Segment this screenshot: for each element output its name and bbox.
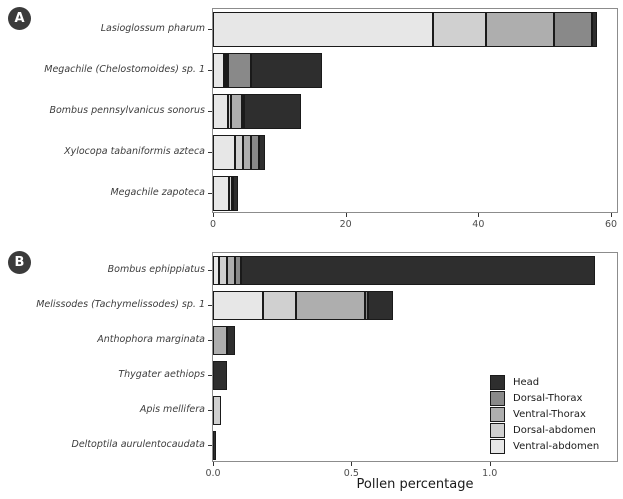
bar-segment-ventral-abdomen (213, 291, 263, 320)
y-tick-mark (208, 409, 212, 411)
bar-segment-dorsal-abdomen (227, 94, 231, 129)
x-axis-title: Pollen percentage (356, 477, 474, 492)
x-tick-label: 60 (604, 219, 618, 230)
bar-segment-ventral-abdomen (213, 94, 228, 129)
legend-label: Ventral-Thorax (513, 408, 586, 420)
category-label: Thygater aethiops (118, 368, 205, 380)
y-tick-mark (208, 444, 212, 446)
legend-label: Dorsal-Thorax (513, 392, 583, 404)
bar-segment-head (367, 291, 393, 320)
y-tick-mark (208, 110, 212, 112)
x-tick-mark (478, 213, 480, 217)
bar-segment-ventral-thorax (213, 326, 227, 355)
category-label: Xylocopa tabaniformis azteca (64, 145, 205, 157)
bar-segment-head (213, 361, 227, 390)
bar-segment-dorsal-thorax (365, 291, 368, 320)
y-tick-mark (208, 69, 212, 71)
bar-segment-head (213, 431, 217, 460)
y-tick-mark (208, 151, 212, 153)
category-label: Bombus pennsylvanicus sonorus (49, 104, 205, 116)
bar-segment-dorsal-thorax (250, 135, 259, 170)
bar-segment-dorsal-thorax (227, 53, 251, 88)
category-label: Megachile zapoteca (110, 186, 205, 198)
bar-segment-dorsal-abdomen (218, 256, 227, 285)
bar-segment-dorsal-thorax (235, 256, 241, 285)
x-tick-label: 40 (472, 219, 485, 230)
category-label: Melissodes (Tachymelissodes) sp. 1 (36, 298, 205, 310)
bar-segment-dorsal-abdomen (432, 12, 487, 47)
x-tick-mark (213, 462, 214, 466)
legend-item: Ventral-Thorax (490, 406, 599, 422)
bar-segment-ventral-abdomen (213, 53, 224, 88)
legend-swatch-dorsal-abdomen (490, 422, 505, 438)
bar-segment-dorsal-thorax (241, 94, 244, 129)
bar-segment-head (250, 53, 323, 88)
x-tick-mark (345, 213, 347, 217)
legend-label: Head (513, 376, 540, 388)
panel-b-badge: B (8, 251, 31, 274)
bar-segment-dorsal-abdomen (262, 291, 296, 320)
bar-segment-ventral-thorax (486, 12, 554, 47)
x-tick-label: 1.0 (482, 468, 498, 479)
category-label: Apis mellifera (139, 403, 205, 415)
panel-a-badge: A (8, 7, 31, 30)
legend-swatch-ventral-abdomen (490, 438, 505, 454)
bar-segment-head (232, 176, 238, 211)
bar-segment-head (243, 94, 301, 129)
bar-segment-head (226, 326, 236, 355)
legend-label: Dorsal-abdomen (513, 424, 596, 436)
bar-segment-ventral-abdomen (213, 256, 219, 285)
x-tick-label: 0 (209, 219, 217, 230)
x-tick-label: 0.0 (205, 468, 221, 479)
bar-segment-dorsal-thorax (553, 12, 592, 47)
bar-segment-ventral-abdomen (213, 12, 433, 47)
bar-segment-dorsal-abdomen (223, 53, 226, 88)
x-tick-mark (351, 462, 353, 466)
bar-segment-head (258, 135, 266, 170)
y-tick-mark (208, 304, 212, 306)
y-tick-mark (208, 269, 212, 271)
legend: Head Dorsal-Thorax Ventral-Thorax Dorsal-ab… (490, 374, 599, 454)
legend-item: Dorsal-Thorax (490, 390, 599, 406)
bar-segment-head (591, 12, 598, 47)
legend-swatch-head (490, 374, 505, 390)
legend-item: Head (490, 374, 599, 390)
bar-segment-ventral-thorax (242, 135, 251, 170)
bar-segment-ventral-thorax (296, 291, 366, 320)
bar-segment-ventral-thorax (230, 94, 242, 129)
legend-item: Ventral-abdomen (490, 438, 599, 454)
y-tick-mark (208, 192, 212, 194)
category-label: Deltoptila aurulentocaudata (71, 438, 206, 450)
bar-segment-ventral-abdomen (213, 176, 229, 211)
x-tick-label: 20 (339, 219, 352, 230)
category-label: Anthophora marginata (97, 333, 205, 345)
category-label: Lasioglossum pharum (100, 22, 205, 34)
x-tick-mark (213, 213, 214, 217)
legend-label: Ventral-abdomen (513, 440, 600, 452)
bar-segment-ventral-thorax (226, 256, 236, 285)
bar-segment-dorsal-abdomen (228, 176, 232, 211)
category-label: Bombus ephippiatus (107, 263, 205, 275)
bar-segment-ventral-abdomen (213, 135, 235, 170)
bar-segment-dorsal-abdomen (213, 396, 222, 425)
x-tick-mark (611, 213, 613, 217)
y-tick-mark (208, 339, 212, 341)
x-tick-label: 0.5 (343, 468, 359, 479)
y-tick-mark (208, 374, 212, 376)
y-tick-mark (208, 28, 212, 30)
bar-segment-dorsal-abdomen (234, 135, 243, 170)
x-tick-mark (489, 462, 491, 466)
legend-item: Dorsal-abdomen (490, 422, 599, 438)
category-label: Megachile (Chelostomoides) sp. 1 (44, 63, 205, 75)
bar-segment-ventral-thorax (225, 53, 228, 88)
bar-segment-head (240, 256, 595, 285)
legend-swatch-ventral-thorax (490, 406, 505, 422)
legend-swatch-dorsal-thorax (490, 390, 505, 406)
panel-b-plot-area (212, 252, 618, 462)
